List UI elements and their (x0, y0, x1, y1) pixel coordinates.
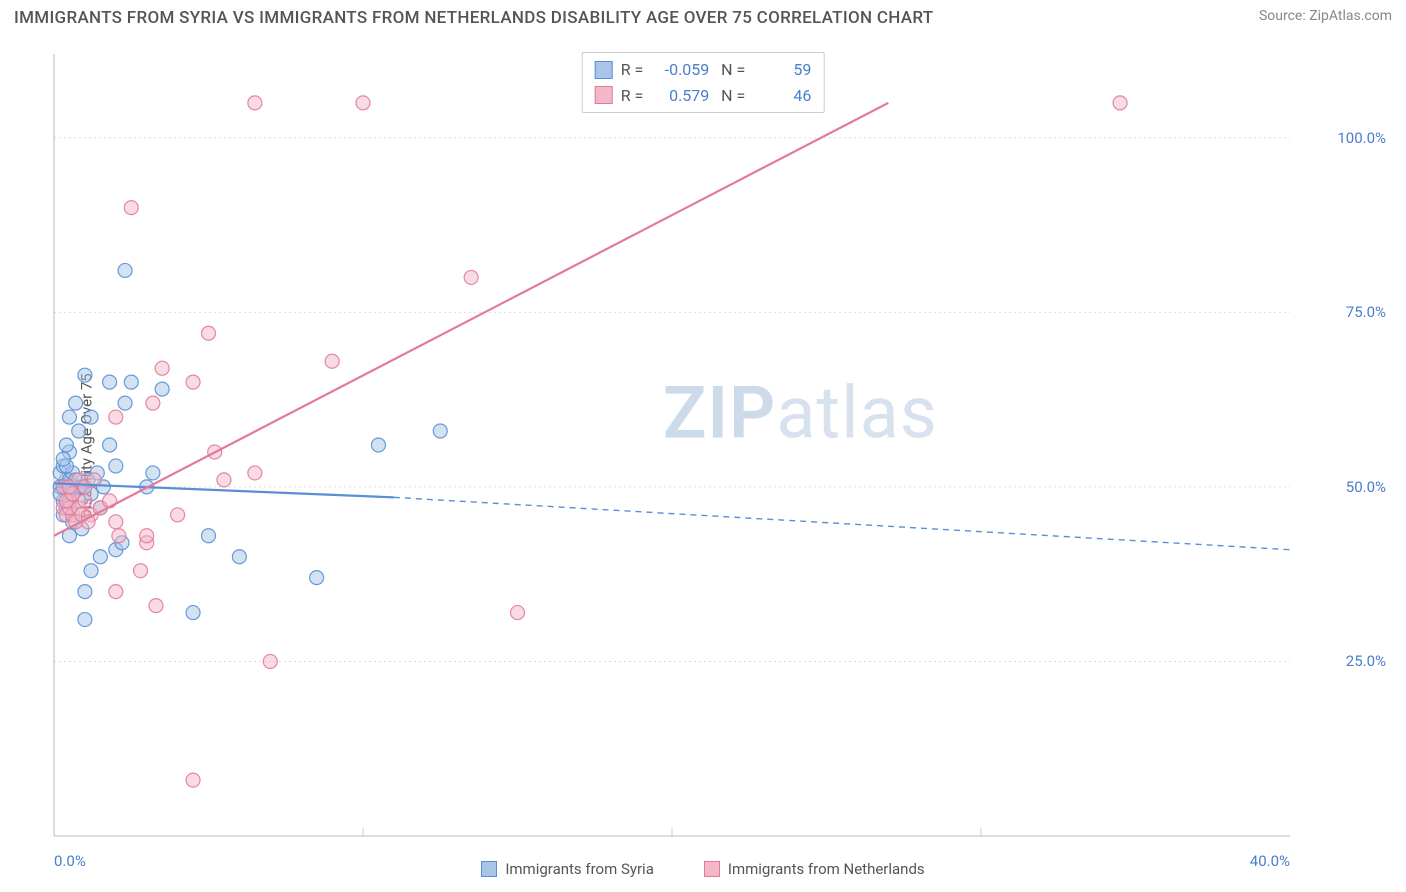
legend-label: Immigrants from Netherlands (728, 860, 925, 878)
legend-swatch (595, 61, 613, 79)
legend-stats-row: R = 0.579 N = 46 (595, 83, 812, 109)
legend-item: Immigrants from Syria (481, 860, 654, 878)
y-tick-label: 50.0% (1346, 478, 1386, 496)
chart-svg (50, 50, 1390, 840)
legend-swatch (481, 861, 497, 877)
legend-stats: R = -0.059 N = 59R = 0.579 N = 46 (582, 52, 825, 113)
legend-swatch (704, 861, 720, 877)
legend-swatch (595, 86, 613, 104)
y-tick-label: 75.0% (1346, 303, 1386, 321)
legend-stats-row: R = -0.059 N = 59 (595, 57, 812, 83)
legend-label: Immigrants from Syria (505, 860, 654, 878)
y-tick-label: 25.0% (1346, 652, 1386, 670)
header: IMMIGRANTS FROM SYRIA VS IMMIGRANTS FROM… (0, 0, 1406, 40)
source-label: Source: ZipAtlas.com (1259, 8, 1392, 24)
chart-title: IMMIGRANTS FROM SYRIA VS IMMIGRANTS FROM… (14, 8, 933, 28)
legend-item: Immigrants from Netherlands (704, 860, 925, 878)
legend-series: Immigrants from Syria Immigrants from Net… (0, 860, 1406, 878)
chart-area: ZIPatlas (50, 50, 1390, 840)
y-tick-label: 100.0% (1337, 129, 1386, 147)
